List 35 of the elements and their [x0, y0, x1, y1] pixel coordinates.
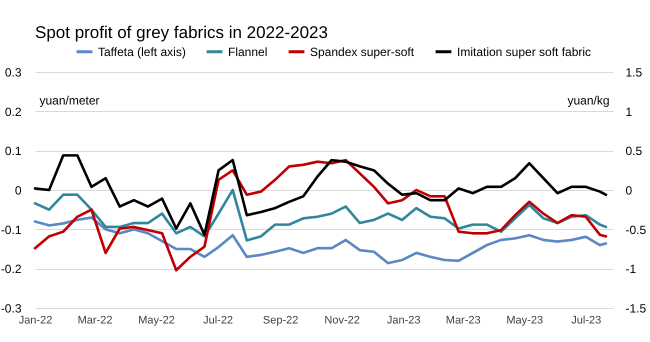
- y-tick-label: -0.3: [0, 302, 22, 316]
- x-tick-label: Jul-23: [571, 314, 602, 326]
- y2-tick-label: 0.5: [626, 144, 643, 158]
- x-tick-label: May-23: [506, 314, 544, 326]
- x-tick-label: May-22: [138, 314, 175, 326]
- x-tick-label: Jul-22: [203, 314, 234, 326]
- legend-label: Imitation super soft fabric: [457, 44, 592, 59]
- y2-tick-label: 1: [626, 104, 632, 119]
- y2-axis-title: yuan/kg: [567, 94, 610, 108]
- y-tick-label: 0.1: [4, 144, 22, 158]
- legend-label: Spandex super-soft: [310, 44, 415, 59]
- y-tick-label: 0.2: [4, 104, 22, 119]
- y2-tick-label: 0: [626, 184, 632, 198]
- x-tick-label: Mar-22: [78, 314, 112, 326]
- y-tick-label: -0.1: [0, 222, 22, 237]
- line-series: [34, 158, 608, 272]
- y2-tick-label: -0.5: [626, 222, 647, 237]
- line-series: [34, 188, 608, 242]
- y-tick-label: -0.2: [0, 262, 22, 276]
- y-tick-label: 0: [14, 184, 22, 198]
- y2-tick-label: -1.5: [626, 302, 647, 316]
- line-series: [34, 216, 608, 264]
- x-tick-label: Mar-23: [446, 314, 481, 326]
- legend-label: Taffeta (left axis): [98, 44, 186, 59]
- y2-tick-label: 1.5: [626, 66, 643, 80]
- y2-tick-label: -1: [626, 262, 636, 276]
- y-axis-title: yuan/meter: [40, 94, 100, 108]
- x-tick-label: Jan-23: [386, 314, 421, 326]
- chart-title: Spot profit of grey fabrics in 2022-2023: [35, 23, 328, 42]
- legend-label: Flannel: [228, 44, 268, 59]
- x-tick-label: Nov-22: [324, 314, 360, 326]
- line-series: [34, 154, 608, 236]
- y-tick-label: 0.3: [4, 66, 22, 80]
- x-tick-label: Jan-22: [18, 314, 52, 326]
- x-tick-label: Sep-22: [262, 314, 298, 326]
